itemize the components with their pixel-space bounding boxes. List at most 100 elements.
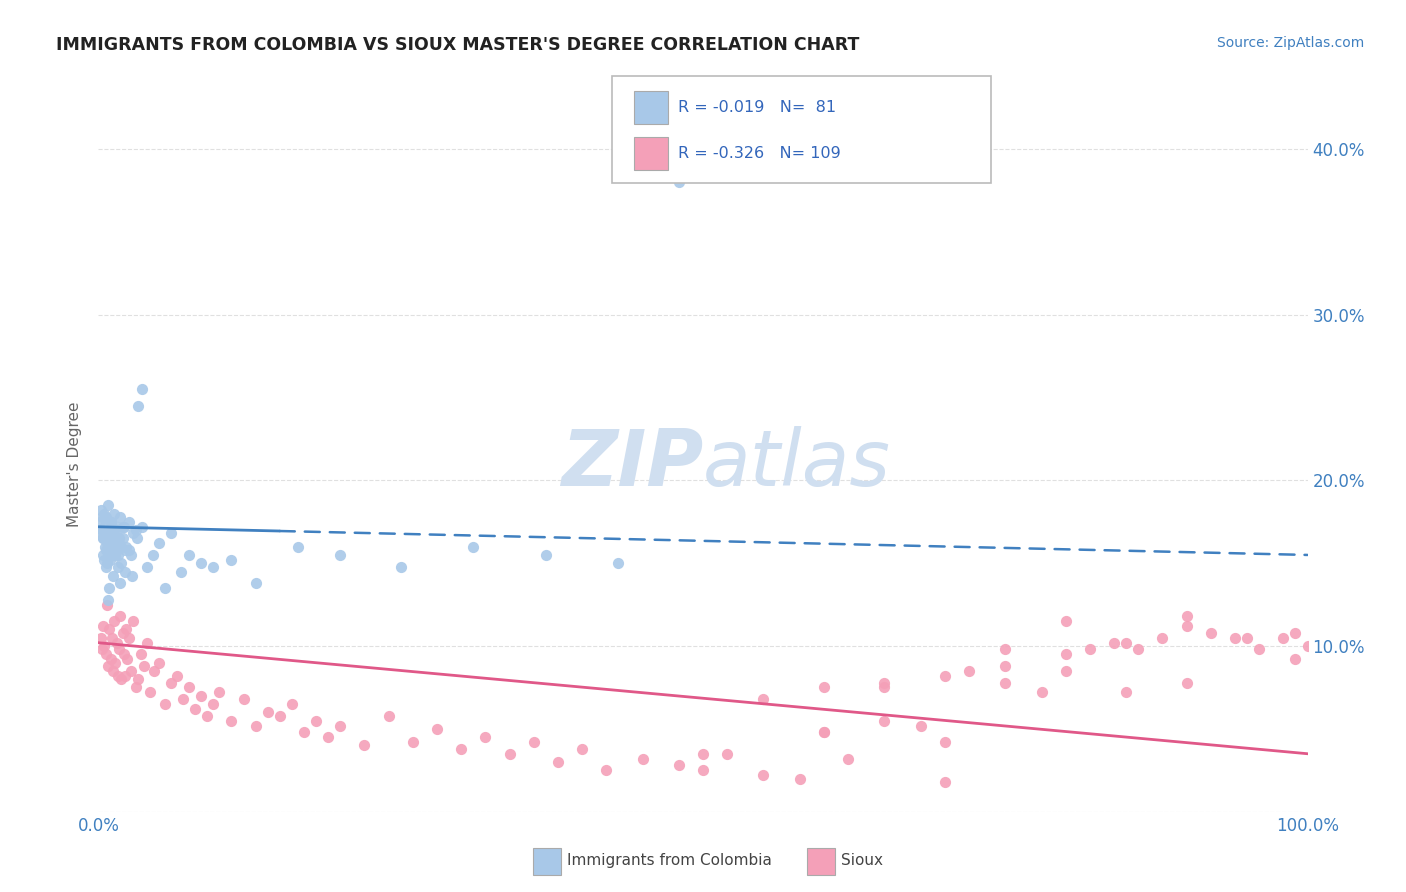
Point (692, 747, 714, 761)
Point (114, 543, 136, 558)
Point (232, 692, 254, 706)
Point (125, 523, 148, 537)
Point (994, 675, 1017, 690)
Point (110, 540, 132, 554)
Point (910, 718, 932, 732)
Point (91, 509, 114, 524)
Point (125, 681, 148, 695)
Point (463, 540, 485, 554)
Point (90, 631, 112, 645)
Point (101, 520, 124, 534)
Point (107, 669, 129, 683)
Point (98, 553, 121, 567)
Point (221, 553, 243, 567)
Point (179, 548, 201, 562)
Point (96, 526, 118, 541)
Point (169, 565, 191, 579)
Point (813, 681, 835, 695)
Point (1115, 685, 1137, 699)
Point (111, 625, 134, 640)
Point (96, 509, 118, 524)
Point (221, 714, 243, 728)
Point (813, 725, 835, 739)
Point (208, 685, 231, 699)
Point (108, 509, 131, 524)
Point (101, 569, 124, 583)
Point (103, 507, 125, 521)
Point (1175, 619, 1198, 633)
Point (115, 540, 138, 554)
Point (104, 656, 127, 670)
Point (118, 515, 141, 529)
Point (118, 543, 141, 558)
Point (97, 498, 120, 512)
Point (752, 692, 775, 706)
Point (153, 697, 176, 711)
Point (148, 656, 170, 670)
Text: R = -0.326   N= 109: R = -0.326 N= 109 (678, 146, 841, 161)
Text: R = -0.019   N=  81: R = -0.019 N= 81 (678, 100, 835, 114)
Point (93, 507, 115, 521)
Point (789, 772, 811, 786)
Point (1078, 642, 1101, 657)
Point (97, 592, 120, 607)
Point (110, 556, 132, 570)
Point (107, 548, 129, 562)
Point (96, 556, 118, 570)
Point (105, 523, 128, 537)
Point (91, 523, 114, 537)
Point (94, 559, 117, 574)
Point (103, 543, 125, 558)
Point (329, 548, 352, 562)
Point (91, 532, 114, 546)
Point (105, 520, 128, 534)
Point (105, 636, 128, 650)
Point (100, 526, 122, 541)
Point (474, 730, 496, 744)
Point (103, 614, 125, 628)
Point (117, 652, 139, 666)
Point (91, 532, 114, 546)
Point (97, 523, 120, 537)
Point (607, 556, 630, 570)
Point (100, 515, 122, 529)
Point (329, 718, 352, 732)
Point (190, 689, 212, 703)
Point (90, 526, 112, 541)
Text: Sioux: Sioux (841, 854, 883, 868)
Point (1249, 642, 1271, 657)
Point (1115, 636, 1137, 650)
Point (115, 623, 138, 637)
Point (114, 565, 136, 579)
Point (160, 526, 183, 541)
Point (195, 708, 218, 723)
Point (1152, 631, 1174, 645)
Point (107, 559, 129, 574)
Point (91, 548, 114, 562)
Point (190, 556, 212, 570)
Point (287, 540, 309, 554)
Point (692, 764, 714, 778)
Point (127, 532, 149, 546)
Point (377, 708, 399, 723)
Point (837, 752, 859, 766)
Point (523, 735, 546, 749)
Point (100, 631, 122, 645)
Point (103, 536, 125, 550)
Point (498, 747, 520, 761)
Point (1284, 625, 1306, 640)
Point (108, 532, 131, 546)
Point (1284, 652, 1306, 666)
Point (122, 614, 145, 628)
Point (1175, 675, 1198, 690)
Text: Source: ZipAtlas.com: Source: ZipAtlas.com (1216, 36, 1364, 50)
Point (595, 764, 617, 778)
Point (93, 553, 115, 567)
Point (202, 559, 225, 574)
Point (108, 536, 131, 550)
Point (402, 735, 425, 749)
Point (104, 532, 127, 546)
Point (108, 642, 131, 657)
Point (256, 706, 278, 720)
Point (148, 536, 170, 550)
